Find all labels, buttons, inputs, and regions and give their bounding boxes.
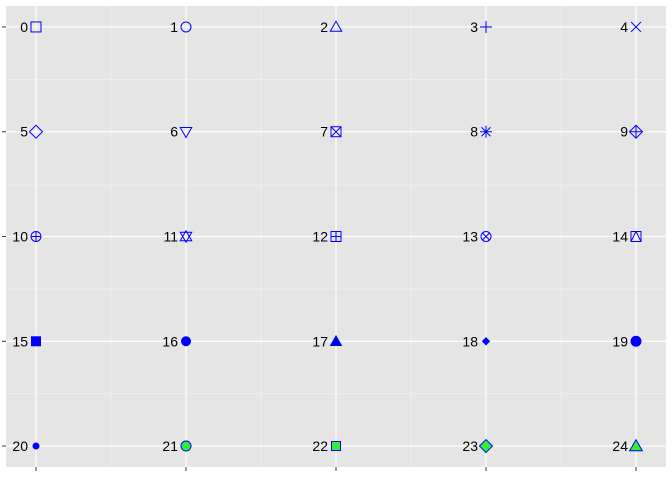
point-shape-9	[628, 124, 644, 139]
point-label: 17	[312, 333, 328, 349]
point-label: 11	[163, 229, 178, 245]
point-label: 23	[462, 438, 478, 454]
point-shape-0	[30, 21, 42, 33]
point-shape-17	[329, 334, 343, 346]
point-shape-14	[630, 231, 642, 242]
point-shape-2	[329, 20, 343, 32]
point-label: 14	[612, 229, 628, 245]
point-label: 15	[12, 333, 28, 349]
point-label: 9	[620, 124, 628, 140]
point-shape-15	[31, 336, 41, 347]
point-shape-18	[481, 337, 491, 346]
point-label: 21	[162, 438, 178, 454]
point-label: 18	[462, 333, 478, 349]
point-shape-7	[330, 126, 342, 138]
point-label: 12	[312, 229, 328, 245]
point-shape-1	[180, 21, 192, 33]
point-label: 13	[462, 229, 478, 245]
point-label: 19	[612, 333, 628, 349]
point-shape-13	[480, 231, 492, 242]
point-shape-8	[480, 125, 492, 138]
point-label: 1	[170, 19, 178, 35]
point-shape-5	[28, 124, 44, 139]
point-shape-24	[628, 438, 644, 452]
point-label: 4	[620, 19, 628, 35]
point-label: 5	[20, 124, 28, 140]
point-label: 3	[470, 19, 478, 35]
point-label: 22	[312, 438, 328, 454]
point-label: 24	[612, 438, 628, 454]
point-label: 10	[12, 229, 28, 245]
point-label: 2	[320, 19, 328, 35]
point-shape-6	[179, 126, 193, 139]
point-shape-3	[480, 20, 492, 33]
point-shape-16	[181, 336, 191, 347]
point-label: 0	[20, 19, 28, 35]
point-label: 7	[320, 124, 328, 140]
point-shape-10	[30, 231, 42, 242]
point-shape-12	[330, 231, 342, 242]
point-shape-19	[630, 335, 642, 347]
point-label: 16	[162, 333, 178, 349]
point-label: 6	[170, 124, 178, 140]
point-shape-21	[180, 440, 192, 452]
point-shape-23	[478, 438, 494, 454]
point-shape-20	[32, 442, 40, 450]
point-shape-4	[630, 21, 642, 33]
point-label: 8	[470, 124, 478, 140]
point-shape-11	[179, 229, 193, 244]
point-label: 20	[12, 438, 28, 454]
point-shape-22	[331, 441, 341, 452]
